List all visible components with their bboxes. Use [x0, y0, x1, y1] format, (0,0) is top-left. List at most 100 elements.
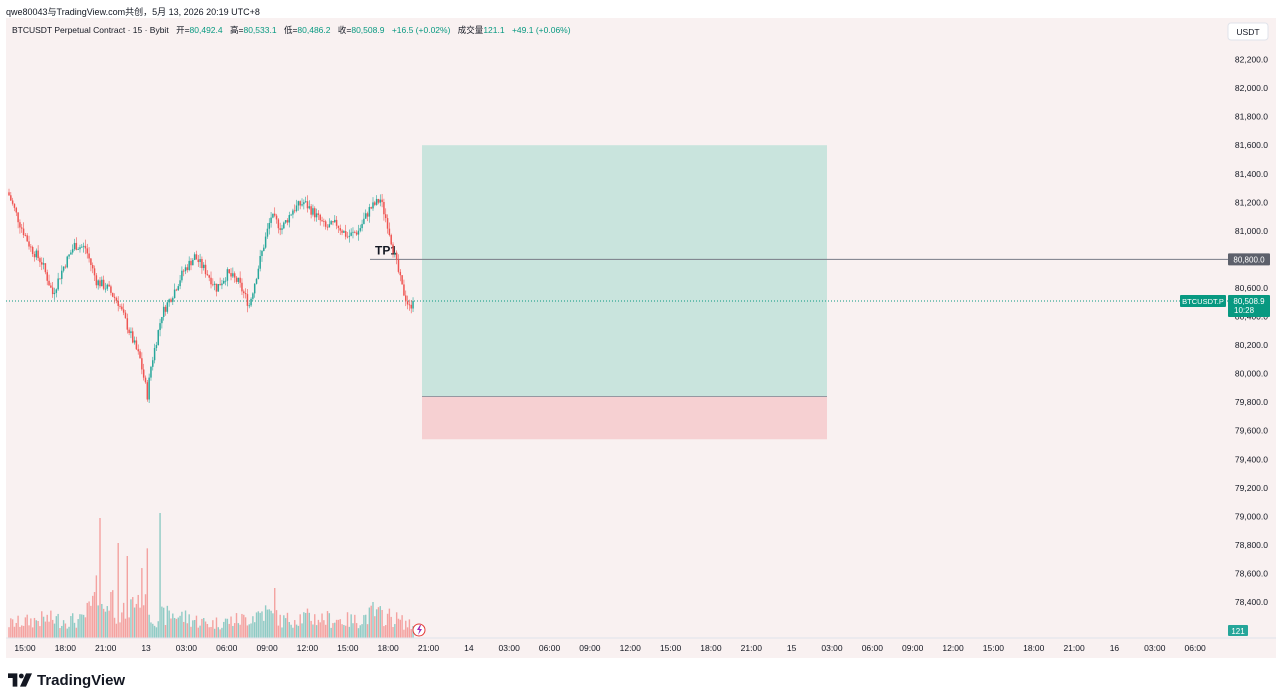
volume-bar	[31, 627, 34, 638]
volume-bar	[179, 615, 181, 638]
volume-bar	[306, 608, 309, 638]
volume-bar	[50, 610, 52, 638]
volume-bar	[57, 613, 59, 638]
candle-body	[370, 207, 372, 209]
volume-bar	[113, 617, 116, 638]
tp1-label[interactable]: TP1	[375, 243, 397, 257]
volume-bar	[252, 616, 254, 638]
volume-bar	[53, 623, 56, 638]
candle-body	[395, 252, 398, 260]
candle-body	[132, 331, 134, 343]
volume-bar	[44, 621, 47, 638]
candle-body	[361, 223, 363, 229]
volume-bar	[30, 618, 32, 638]
volume-bar	[341, 624, 343, 638]
volume-bar	[272, 613, 274, 638]
volume-bar	[42, 616, 45, 638]
volume-bar	[130, 599, 132, 638]
volume-bar	[363, 615, 365, 638]
currency-label: USDT	[1236, 27, 1259, 37]
volume-bar	[13, 626, 16, 638]
lightning-icon[interactable]	[412, 623, 426, 637]
candle-body	[35, 250, 38, 258]
candle-body	[70, 252, 72, 255]
volume-bar	[385, 625, 387, 638]
volume-bar	[308, 612, 310, 638]
volume-bar	[303, 612, 305, 638]
volume-bar	[339, 619, 341, 638]
price-tick-label: 81,200.0	[1235, 197, 1268, 207]
time-tick-label: 21:00	[741, 643, 763, 653]
volume-bar	[204, 621, 207, 638]
candle-body	[122, 309, 125, 313]
volume-bar	[374, 616, 376, 638]
legend-symbol[interactable]: BTCUSDT Perpetual Contract · 15 · Bybit	[12, 25, 169, 35]
price-tick-label: 80,600.0	[1235, 283, 1268, 293]
volume-bar	[124, 618, 127, 638]
volume-bar	[112, 590, 114, 638]
legend-high-value: 80,533.1	[243, 25, 277, 35]
candle-body	[228, 269, 230, 274]
time-tick-label: 06:00	[1185, 643, 1207, 653]
candle-body	[364, 213, 367, 219]
candle-body	[223, 280, 225, 284]
brand-name[interactable]: TradingView	[37, 671, 126, 689]
candle-body	[104, 288, 107, 290]
volume-bar	[255, 612, 258, 638]
candle-body	[64, 266, 67, 268]
tradingview-logo-icon[interactable]	[8, 673, 32, 687]
candle-body	[146, 382, 149, 400]
volume-bar	[230, 616, 232, 638]
candle-body	[268, 222, 271, 229]
volume-bar	[141, 568, 143, 638]
volume-bar	[365, 614, 367, 638]
candle-body	[206, 274, 209, 276]
volume-series	[8, 513, 414, 638]
currency-badge[interactable]: USDT	[1227, 22, 1269, 41]
candle-body	[263, 247, 265, 251]
price-tick-label: 79,800.0	[1235, 397, 1268, 407]
candle-body	[408, 304, 411, 306]
candle-body	[239, 277, 241, 283]
volume-bar	[88, 601, 90, 638]
volume-bar	[219, 629, 221, 638]
candle-body	[306, 201, 309, 209]
candle-body	[144, 377, 147, 383]
time-tick-label: 15:00	[983, 643, 1005, 653]
stop-loss-zone[interactable]	[422, 396, 827, 440]
candle-body	[41, 262, 43, 265]
candle-body	[290, 214, 292, 216]
time-tick-label: 18:00	[55, 643, 77, 653]
volume-bar	[335, 619, 338, 638]
volume-bar	[334, 622, 336, 638]
legend-high-label: 高=	[230, 25, 244, 35]
candle-body	[111, 292, 114, 297]
candle-body	[26, 235, 28, 242]
candle-countdown: 10:28	[1234, 306, 1255, 315]
candle-body	[273, 213, 276, 216]
volume-bar	[19, 626, 21, 638]
volume-bar	[108, 610, 110, 638]
time-axis[interactable]: 15:00 18:00 21:00 13 03:00 06:00 09:00 12:00 15:…	[14, 643, 1206, 653]
candle-body	[46, 272, 48, 281]
chart-canvas[interactable]: TP1 82,400.082,200.082,000.081,800.081,6…	[6, 18, 1276, 658]
candle-body	[299, 201, 301, 206]
candle-body	[130, 331, 132, 334]
volume-bar	[8, 627, 10, 638]
last-price-label: 80,508.9	[1233, 297, 1265, 306]
take-profit-zone[interactable]	[422, 145, 827, 397]
volume-bar	[17, 615, 19, 638]
candle-body	[301, 204, 303, 206]
volume-bar	[161, 606, 163, 638]
volume-bar	[82, 614, 85, 638]
volume-bar	[166, 605, 169, 638]
volume-bar	[48, 621, 50, 638]
candle-body	[384, 214, 387, 219]
time-tick-label: 09:00	[579, 643, 601, 653]
candle-body	[121, 306, 123, 310]
candle-body	[24, 235, 27, 236]
candle-body	[403, 284, 405, 296]
volume-bar	[395, 612, 398, 638]
volume-bar	[150, 622, 152, 638]
candle-body	[137, 349, 139, 352]
